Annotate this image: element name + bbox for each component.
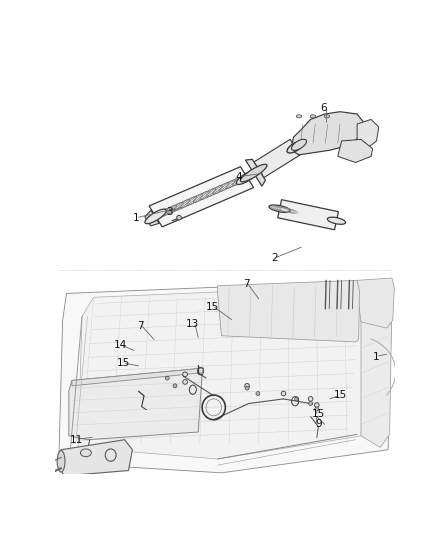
Polygon shape: [290, 112, 364, 155]
Ellipse shape: [173, 384, 177, 387]
Ellipse shape: [57, 450, 65, 472]
Text: 11: 11: [70, 435, 83, 445]
Ellipse shape: [327, 217, 345, 224]
Text: 14: 14: [114, 340, 127, 350]
Polygon shape: [253, 139, 300, 177]
Text: 15: 15: [311, 409, 324, 419]
Ellipse shape: [177, 215, 181, 220]
Text: 1: 1: [133, 213, 139, 223]
Ellipse shape: [244, 384, 249, 388]
Ellipse shape: [310, 115, 315, 118]
Polygon shape: [69, 368, 203, 440]
Polygon shape: [217, 280, 359, 342]
Text: 7: 7: [137, 321, 143, 331]
Ellipse shape: [280, 391, 285, 396]
Ellipse shape: [291, 139, 306, 150]
Text: 1: 1: [372, 352, 379, 361]
Polygon shape: [360, 280, 391, 447]
Ellipse shape: [145, 209, 166, 224]
Ellipse shape: [294, 397, 298, 401]
Ellipse shape: [314, 403, 318, 407]
Ellipse shape: [182, 372, 187, 377]
Ellipse shape: [236, 170, 257, 184]
Polygon shape: [149, 167, 253, 227]
Polygon shape: [59, 440, 132, 476]
Text: 15: 15: [116, 358, 129, 368]
Polygon shape: [337, 140, 372, 163]
Ellipse shape: [314, 407, 318, 411]
Text: 15: 15: [333, 390, 346, 400]
Text: 6: 6: [320, 103, 326, 113]
Ellipse shape: [80, 449, 91, 457]
Polygon shape: [356, 278, 393, 328]
Text: 9: 9: [314, 419, 321, 429]
Ellipse shape: [268, 205, 290, 213]
Polygon shape: [78, 286, 368, 459]
Ellipse shape: [240, 164, 266, 182]
Text: 7: 7: [243, 279, 249, 289]
Polygon shape: [277, 200, 338, 230]
Polygon shape: [72, 368, 203, 386]
Polygon shape: [59, 280, 391, 473]
Ellipse shape: [255, 392, 259, 395]
Ellipse shape: [165, 376, 169, 380]
Polygon shape: [356, 119, 378, 147]
Text: 13: 13: [186, 319, 199, 329]
Ellipse shape: [182, 379, 187, 384]
Polygon shape: [145, 211, 159, 226]
Ellipse shape: [308, 401, 312, 406]
Ellipse shape: [286, 141, 303, 153]
Ellipse shape: [296, 115, 301, 118]
Text: 15: 15: [205, 302, 218, 311]
Text: 4: 4: [235, 172, 241, 182]
Ellipse shape: [323, 115, 329, 118]
Text: 3: 3: [166, 207, 173, 217]
Ellipse shape: [244, 386, 248, 390]
Polygon shape: [245, 159, 265, 186]
Text: 2: 2: [270, 253, 277, 263]
Ellipse shape: [307, 397, 312, 401]
